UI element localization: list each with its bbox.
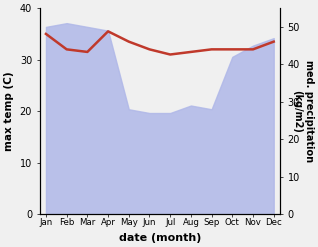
Y-axis label: med. precipitation
(kg/m2): med. precipitation (kg/m2) bbox=[292, 60, 314, 162]
X-axis label: date (month): date (month) bbox=[119, 233, 201, 243]
Y-axis label: max temp (C): max temp (C) bbox=[4, 71, 14, 151]
